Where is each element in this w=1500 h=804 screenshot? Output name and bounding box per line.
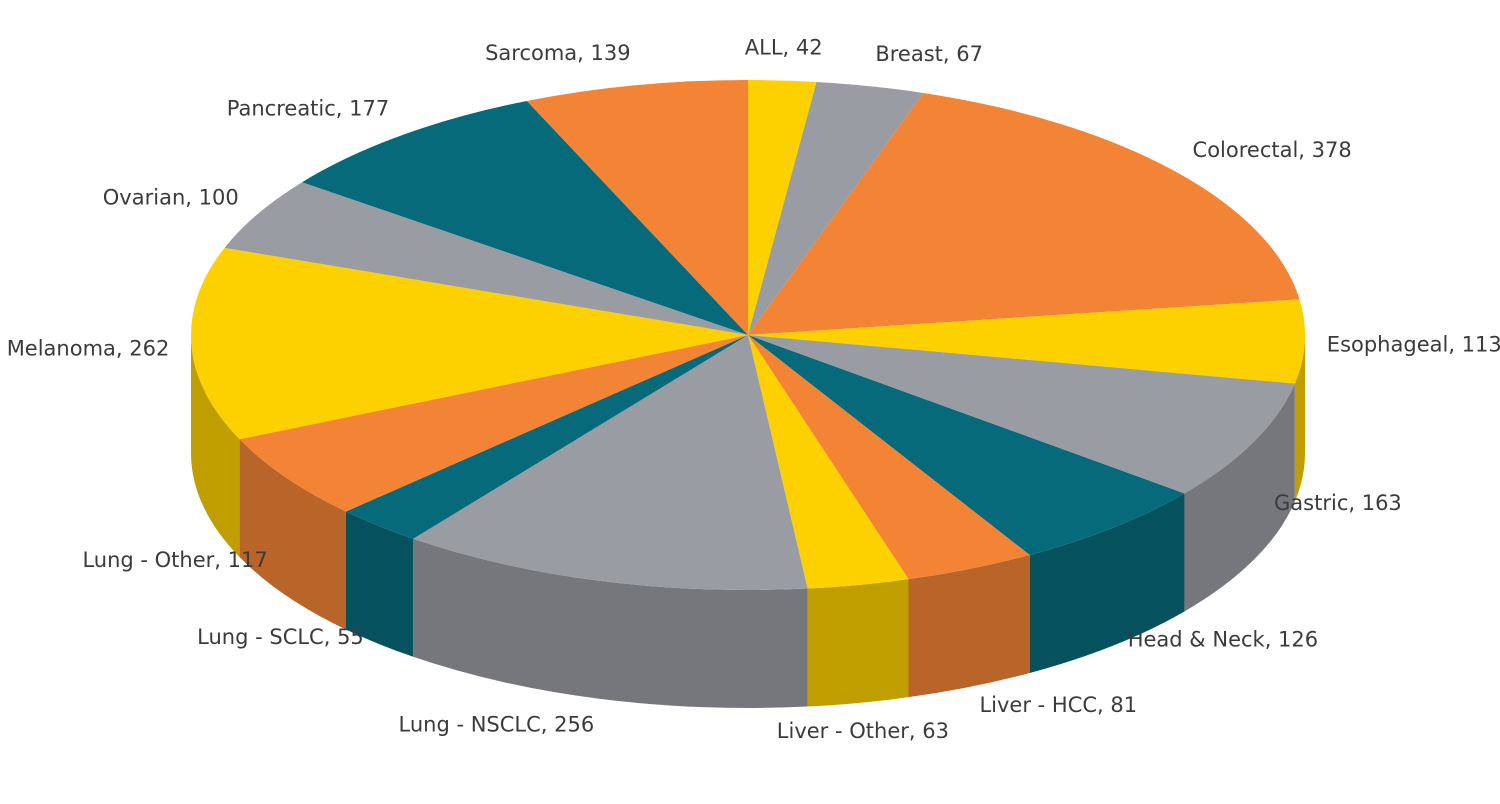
slice-label: Colorectal, 378 (1193, 138, 1352, 162)
slice (748, 335, 1295, 494)
slice-side (413, 538, 808, 708)
slice-label: Pancreatic, 177 (227, 97, 389, 121)
slice-label: Breast, 67 (875, 42, 983, 66)
slice-side (1184, 383, 1295, 612)
slice-side (191, 335, 240, 558)
slice-label: Lung - SCLC, 55 (197, 625, 364, 649)
slice (224, 182, 749, 335)
slice-label: Sarcoma, 139 (485, 41, 631, 65)
slice-side (1029, 493, 1185, 673)
slice-label: Lung - Other, 117 (82, 548, 267, 572)
slice-label: Ovarian, 100 (103, 185, 239, 209)
slice (748, 299, 1305, 384)
slice-side (1294, 335, 1305, 502)
slice-label: Lung - NSCLC, 256 (399, 712, 595, 736)
slice-side (239, 439, 346, 630)
slice-label: Liver - Other, 63 (777, 719, 949, 743)
slice (748, 335, 1030, 580)
slice-label: Gastric, 163 (1274, 491, 1402, 515)
slice (345, 335, 748, 539)
slice-label: Head & Neck, 126 (1128, 628, 1318, 652)
slice-label: ALL, 42 (745, 36, 823, 60)
slice (748, 80, 817, 335)
slice-label: Melanoma, 262 (7, 337, 170, 361)
slice (748, 92, 1300, 335)
slice (413, 335, 808, 591)
slice-label: Esophageal, 113 (1327, 332, 1500, 356)
slice (748, 335, 909, 589)
slice (190, 247, 749, 440)
slice (239, 335, 748, 512)
slice (302, 100, 748, 335)
slice (748, 335, 1185, 555)
slice-side (345, 511, 414, 657)
slice (526, 80, 748, 335)
slice-side (908, 554, 1030, 698)
slice-label: Liver - HCC, 81 (979, 693, 1137, 717)
slice-side (807, 579, 909, 707)
slice (748, 81, 924, 335)
